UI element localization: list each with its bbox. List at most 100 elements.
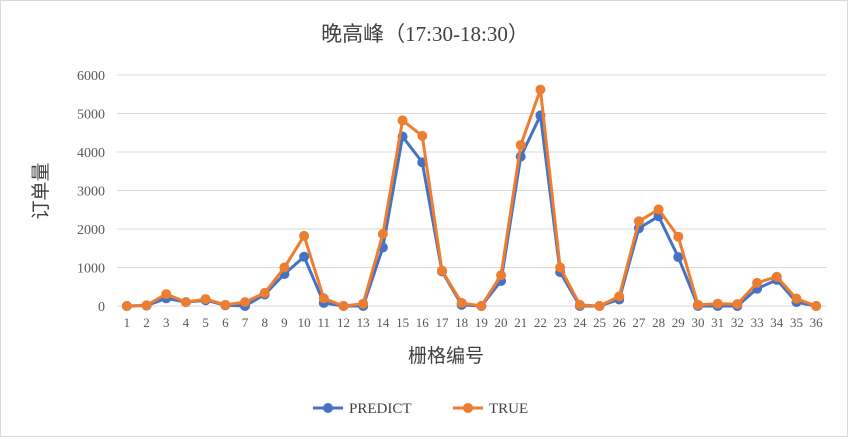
legend-marker-predict — [323, 403, 333, 413]
data-point — [161, 289, 172, 300]
x-tick-label: 5 — [202, 315, 209, 330]
legend-label-predict: PREDICT — [349, 401, 412, 417]
data-point — [732, 299, 743, 310]
x-tick-label: 20 — [495, 315, 508, 330]
x-tick-label: 32 — [731, 315, 744, 330]
data-point — [358, 298, 369, 309]
x-tick-label: 19 — [475, 315, 488, 330]
series-line-true — [125, 88, 818, 308]
x-tick-label: 35 — [790, 315, 803, 330]
legend-label-true: TRUE — [489, 401, 528, 417]
data-point — [338, 301, 349, 311]
data-point — [653, 204, 664, 215]
data-point — [496, 270, 507, 281]
data-point — [692, 299, 703, 310]
data-point — [121, 301, 132, 311]
data-point — [555, 262, 566, 273]
x-tick-label: 9 — [281, 315, 288, 330]
x-tick-label: 3 — [163, 315, 170, 330]
x-tick-label: 17 — [435, 315, 449, 330]
x-tick-label: 6 — [222, 315, 229, 330]
x-tick-label: 33 — [751, 315, 764, 330]
data-point — [771, 271, 782, 282]
data-point — [752, 277, 763, 288]
y-tick-label: 2000 — [77, 223, 105, 238]
x-tick-label: 1 — [124, 315, 131, 330]
chart-title: 晚高峰（17:30-18:30） — [321, 22, 529, 46]
x-tick-label: 25 — [593, 315, 606, 330]
data-point — [299, 230, 310, 241]
x-tick-label: 2 — [143, 315, 150, 330]
x-tick-label: 34 — [770, 315, 784, 330]
series-lines — [121, 84, 822, 311]
x-tick-label: 7 — [242, 315, 249, 330]
data-point — [141, 300, 152, 311]
data-point — [476, 301, 487, 311]
x-tick-label: 10 — [298, 315, 311, 330]
data-point — [456, 297, 467, 308]
data-point — [673, 252, 684, 263]
data-point — [791, 293, 802, 304]
data-point — [673, 231, 684, 242]
data-point — [811, 301, 822, 311]
x-tick-label: 18 — [455, 315, 468, 330]
data-point — [436, 265, 447, 276]
x-tick-label: 15 — [396, 315, 409, 330]
data-point — [633, 216, 644, 227]
y-axis-ticks: 0 1000 2000 3000 4000 5000 6000 — [77, 69, 105, 315]
x-tick-label: 30 — [691, 315, 704, 330]
x-tick-label: 12 — [337, 315, 350, 330]
data-point — [535, 84, 546, 95]
gridlines — [117, 74, 826, 307]
series-true — [121, 84, 822, 311]
x-tick-label: 14 — [376, 315, 390, 330]
legend-item-predict: PREDICT — [313, 401, 412, 417]
x-tick-label: 36 — [810, 315, 824, 330]
data-point — [377, 229, 388, 240]
x-tick-label: 27 — [632, 315, 646, 330]
x-tick-label: 13 — [357, 315, 370, 330]
data-point — [417, 130, 428, 141]
y-tick-label: 5000 — [77, 108, 105, 123]
data-point — [200, 294, 211, 305]
data-point — [279, 262, 290, 273]
x-tick-label: 24 — [573, 315, 587, 330]
legend: PREDICT TRUE — [313, 401, 528, 417]
x-tick-label: 26 — [613, 315, 627, 330]
x-axis-ticks: 1 2 3 4 5 6 7 8 9 10 11 12 13 14 15 16 17 18 19 20 21 22 23 24 2… — [124, 315, 824, 330]
x-tick-label: 31 — [711, 315, 724, 330]
y-tick-label: 6000 — [77, 69, 105, 84]
x-tick-label: 28 — [652, 315, 665, 330]
x-axis-title: 栅格编号 — [408, 345, 484, 367]
legend-marker-true — [463, 403, 473, 413]
legend-item-true: TRUE — [453, 401, 528, 417]
data-point — [299, 251, 310, 262]
data-point — [240, 297, 251, 308]
x-tick-label: 21 — [514, 315, 527, 330]
y-tick-label: 3000 — [77, 185, 105, 200]
data-point — [614, 291, 625, 302]
x-tick-label: 16 — [416, 315, 430, 330]
y-tick-label: 1000 — [77, 262, 105, 277]
series-predict — [121, 110, 822, 311]
x-tick-label: 8 — [261, 315, 268, 330]
data-point — [259, 287, 270, 298]
x-tick-label: 23 — [554, 315, 567, 330]
data-point — [712, 298, 723, 309]
x-tick-label: 29 — [672, 315, 685, 330]
y-axis-title: 订单量 — [30, 162, 52, 219]
data-point — [318, 293, 329, 304]
data-point — [515, 140, 526, 151]
data-point — [574, 299, 585, 310]
data-point — [220, 299, 231, 310]
x-tick-label: 4 — [183, 315, 190, 330]
data-point — [594, 301, 605, 311]
y-tick-label: 4000 — [77, 146, 105, 161]
x-tick-label: 22 — [534, 315, 547, 330]
data-point — [180, 297, 191, 308]
x-tick-label: 11 — [318, 315, 331, 330]
y-tick-label: 0 — [98, 300, 105, 315]
data-point — [397, 115, 408, 126]
